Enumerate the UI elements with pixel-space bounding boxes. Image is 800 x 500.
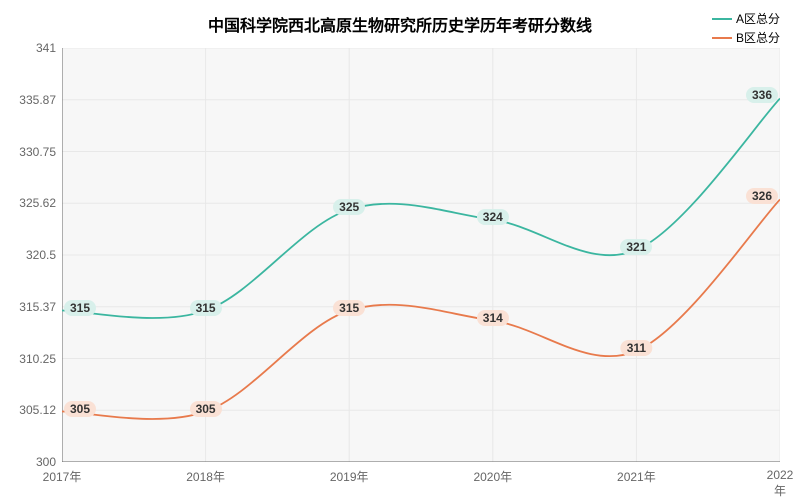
data-point-label: 326 (746, 188, 778, 204)
data-point-label: 311 (621, 340, 652, 356)
x-tick-label: 2020年 (473, 468, 512, 485)
data-point-label: 314 (477, 310, 509, 326)
y-tick-label: 320.5 (0, 248, 56, 262)
plot-svg (62, 48, 780, 462)
x-tick-label: 2018年 (186, 468, 225, 485)
y-tick-label: 300 (0, 455, 56, 469)
data-point-label: 315 (190, 300, 222, 316)
data-point-label: 305 (64, 401, 96, 417)
legend: A区总分 B区总分 (712, 10, 780, 48)
y-tick-label: 335.87 (0, 93, 56, 107)
data-point-label: 315 (333, 300, 365, 316)
data-point-label: 325 (333, 199, 365, 215)
legend-swatch-b (712, 37, 732, 39)
y-tick-label: 330.75 (0, 145, 56, 159)
x-tick-label: 2019年 (330, 468, 369, 485)
legend-label-a: A区总分 (736, 10, 780, 27)
legend-item-b: B区总分 (712, 29, 780, 46)
y-tick-label: 310.25 (0, 352, 56, 366)
y-tick-label: 305.12 (0, 403, 56, 417)
legend-label-b: B区总分 (736, 29, 780, 46)
legend-item-a: A区总分 (712, 10, 780, 27)
x-tick-label: 2021年 (617, 468, 656, 485)
data-point-label: 315 (64, 300, 96, 316)
data-point-label: 321 (620, 239, 652, 255)
x-tick-label: 2022年 (767, 468, 794, 499)
chart-title: 中国科学院西北高原生物研究所历史学历年考研分数线 (208, 12, 592, 36)
data-point-label: 324 (477, 209, 509, 225)
y-tick-label: 341 (0, 41, 56, 55)
chart-container: 中国科学院西北高原生物研究所历史学历年考研分数线 A区总分 B区总分 315 31… (0, 0, 800, 500)
data-point-label: 336 (746, 87, 778, 103)
x-tick-label: 2017年 (43, 468, 82, 485)
y-tick-label: 325.62 (0, 196, 56, 210)
legend-swatch-a (712, 18, 732, 20)
data-point-label: 305 (190, 401, 222, 417)
y-tick-label: 315.37 (0, 300, 56, 314)
